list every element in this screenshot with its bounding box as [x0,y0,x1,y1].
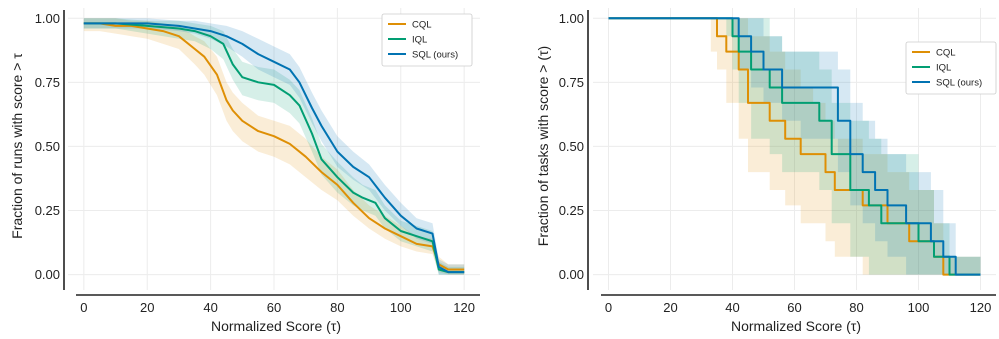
y-tick-labels: 0.00 0.25 0.50 0.75 1.00 [559,11,584,282]
confidence-bands [83,18,465,275]
chart-panel-right: 0 20 40 60 80 100 120 0.00 0.25 0.50 0.75 1.00 Nor… [535,8,997,334]
x-tick-label: 0 [605,300,612,315]
y-tick-label: 0.25 [559,203,584,218]
series-line [608,17,981,276]
x-tick-label: 120 [970,300,992,315]
legend-label: CQL [412,20,432,31]
y-tick-label: 0.50 [559,139,584,154]
legend: CQL IQL SQL (ours) [381,13,473,67]
confidence-band [83,18,465,275]
x-tick-label: 40 [203,300,217,315]
x-tick-label: 20 [663,300,677,315]
legend-label: IQL [412,35,427,46]
legend-label: CQL [936,48,956,59]
y-tick-label: 0.00 [559,267,584,282]
series-line [83,22,465,274]
series-lines [608,17,981,276]
y-tick-labels: 0.00 0.25 0.50 0.75 1.00 [35,11,60,282]
x-tick-label: 60 [787,300,801,315]
x-tick-label: 80 [330,300,344,315]
series-line [83,22,465,271]
legend-label: SQL (ours) [412,50,458,61]
x-tick-label: 80 [849,300,863,315]
y-tick-label: 0.75 [559,75,584,90]
x-axis-label: Normalized Score (τ) [211,318,341,334]
y-tick-label: 0.50 [35,139,60,154]
legend-label: SQL (ours) [936,78,982,89]
x-tick-label: 100 [390,300,412,315]
x-tick-label: 120 [453,300,475,315]
y-tick-label: 1.00 [35,11,60,26]
x-tick-label: 40 [725,300,739,315]
y-tick-label: 0.75 [35,75,60,90]
legend-label: IQL [936,63,951,74]
confidence-band [83,18,465,275]
x-tick-labels: 0 20 40 60 80 100 120 [605,300,991,315]
x-axis-label: Normalized Score (τ) [731,318,861,334]
x-tick-labels: 0 20 40 60 80 100 120 [80,300,475,315]
series-line [83,22,465,274]
y-tick-label: 0.25 [35,203,60,218]
series-lines [83,22,465,274]
chart-panel-left: 0 20 40 60 80 100 120 0.00 0.25 0.50 0.75 1.00 Nor… [9,8,480,334]
x-tick-label: 100 [908,300,930,315]
y-tick-label: 1.00 [559,11,584,26]
y-axis-label: Fraction of runs with score > τ [9,53,25,239]
series-line [608,17,981,276]
y-axis-label: Fraction of tasks with score > (τ) [535,46,551,246]
axes [63,10,480,296]
series-line [608,17,981,276]
legend: CQL IQL SQL (ours) [905,41,997,95]
confidence-band [83,18,465,275]
x-tick-label: 60 [267,300,281,315]
x-tick-label: 0 [80,300,87,315]
axes [587,10,996,296]
y-tick-label: 0.00 [35,267,60,282]
x-tick-label: 20 [140,300,154,315]
